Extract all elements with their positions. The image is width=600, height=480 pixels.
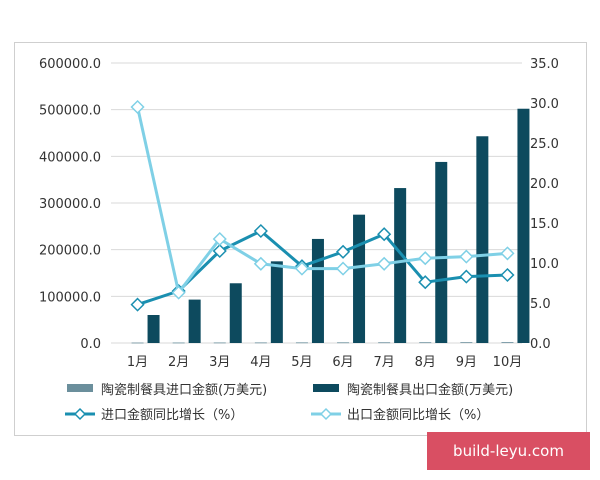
y2-tick-label: 15.0 <box>530 217 559 232</box>
y-tick-label: 200000.0 <box>39 244 101 259</box>
export-growth-point-6 <box>335 261 351 276</box>
bar-export-9 <box>476 136 489 343</box>
import-growth-point-4 <box>253 223 268 239</box>
y2-tick-label: 25.0 <box>530 137 559 152</box>
export-growth-point-8 <box>418 251 433 266</box>
export-growth-point-1 <box>130 99 145 115</box>
bar-import-4 <box>254 342 267 344</box>
x-tick-label: 10月 <box>493 355 523 370</box>
x-tick-label: 9月 <box>456 355 477 370</box>
x-tick-label: 3月 <box>209 355 230 370</box>
import-growth-point-1 <box>130 297 145 312</box>
x-tick-label: 1月 <box>127 355 148 370</box>
export-growth-point-9 <box>459 249 474 264</box>
chart-frame: 0.0 100000.0 200000.0 300000.0 400000.0 50000… <box>14 42 587 436</box>
y-tick-label: 500000.0 <box>39 104 101 119</box>
import-growth-point-6 <box>335 244 351 259</box>
bar-import-7 <box>378 342 391 344</box>
bar-export-10 <box>517 108 530 343</box>
export-growth-point-3 <box>212 231 227 247</box>
legend-label-3: 进口金额同比增长（%） <box>101 407 243 423</box>
y-tick-label: 600000.0 <box>39 57 101 72</box>
bar-import-9 <box>460 342 473 344</box>
import-growth-point-10 <box>500 267 515 283</box>
y2-tick-label: 5.0 <box>530 297 551 312</box>
export-growth-point-2 <box>171 285 186 300</box>
bar-export-7 <box>394 188 407 343</box>
y-tick-label: 400000.0 <box>39 150 101 165</box>
x-tick-label: 2月 <box>168 355 189 370</box>
y2-tick-label: 20.0 <box>530 177 559 192</box>
bar-import-10 <box>501 342 514 343</box>
export-growth-line <box>136 106 508 295</box>
chart-svg: 0.0 100000.0 200000.0 300000.0 400000.0 50000… <box>39 57 559 423</box>
y-tick-label: 0.0 <box>80 337 101 352</box>
bar-export-5 <box>311 238 324 343</box>
import-growth-point-7 <box>377 227 392 242</box>
legend-swatch-1 <box>67 384 93 392</box>
watermark: build-leyu.com <box>427 432 590 470</box>
bar-export-1 <box>147 315 160 343</box>
legend-label-2: 陶瓷制餐具出口金额(万美元) <box>347 382 513 398</box>
bar-export-4 <box>270 261 283 343</box>
bar-export-2 <box>188 299 201 343</box>
bar-export-8 <box>435 161 448 343</box>
import-growth-point-9 <box>459 269 474 284</box>
bar-export-3 <box>229 283 242 343</box>
import-growth-line <box>137 229 508 307</box>
bar-import-8 <box>419 342 432 344</box>
legend-label-4: 出口金额同比增长（%） <box>347 407 489 423</box>
legend-marker-4 <box>319 407 333 421</box>
export-growth-point-7 <box>377 256 392 271</box>
y2-tick-label: 10.0 <box>530 257 559 272</box>
x-tick-label: 8月 <box>415 355 436 370</box>
x-tick-label: 7月 <box>374 355 395 370</box>
y-tick-label: 300000.0 <box>39 197 101 212</box>
legend-marker-3 <box>73 407 87 421</box>
export-growth-point-5 <box>294 261 310 276</box>
legend-swatch-2 <box>313 384 339 392</box>
bar-import-5 <box>295 342 308 344</box>
y2-tick-label: 35.0 <box>530 57 559 72</box>
y-tick-label: 100000.0 <box>39 290 101 305</box>
export-growth-point-10 <box>500 246 515 261</box>
bar-import-1 <box>131 342 144 344</box>
y2-tick-label: 30.0 <box>530 97 559 112</box>
x-tick-label: 4月 <box>250 355 271 370</box>
import-growth-point-8 <box>418 275 433 290</box>
y2-tick-label: 0.0 <box>530 337 551 352</box>
bar-import-6 <box>337 342 350 344</box>
legend-label-1: 陶瓷制餐具进口金额(万美元) <box>101 382 267 398</box>
bar-import-2 <box>172 342 185 344</box>
import-growth-point-3 <box>212 243 227 259</box>
export-growth-point-4 <box>253 256 268 271</box>
bar-import-3 <box>213 342 226 344</box>
x-tick-label: 6月 <box>332 355 353 370</box>
bar-export-6 <box>353 214 366 343</box>
x-tick-label: 5月 <box>291 355 312 370</box>
